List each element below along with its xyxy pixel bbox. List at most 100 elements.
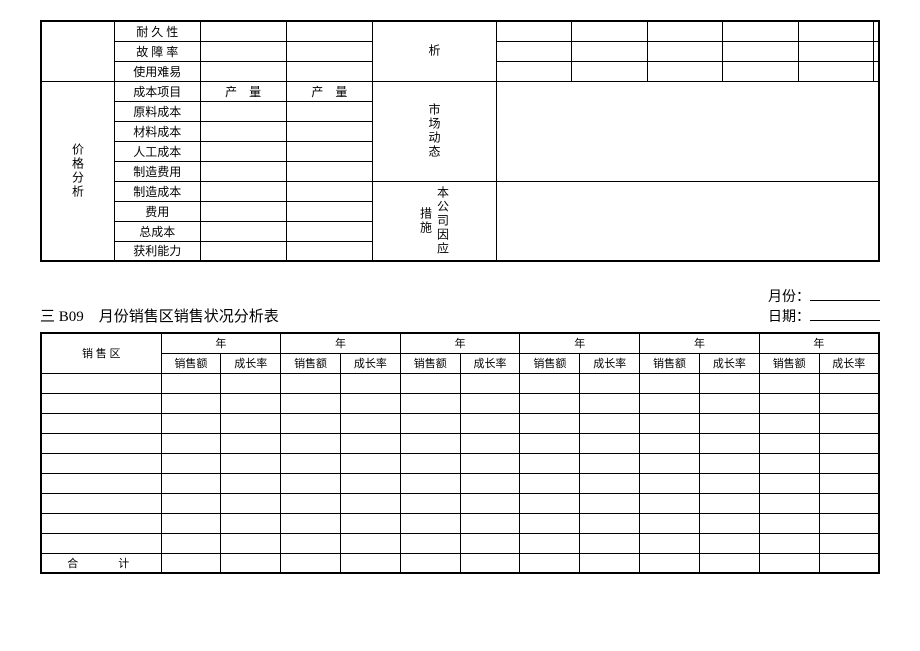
date-label: 日期： <box>768 310 810 325</box>
cell <box>340 413 400 433</box>
cell <box>286 221 372 241</box>
cell <box>580 473 640 493</box>
cell <box>221 373 281 393</box>
month-blank <box>810 287 880 301</box>
cell <box>200 21 286 41</box>
cell <box>460 393 520 413</box>
cell <box>819 453 879 473</box>
cell <box>520 373 580 393</box>
table-row <box>41 393 879 413</box>
sub-sales: 销售额 <box>520 353 580 373</box>
cell <box>723 21 798 41</box>
left-empty-side <box>41 21 115 81</box>
cell <box>819 413 879 433</box>
cell <box>580 393 640 413</box>
cell <box>580 413 640 433</box>
cell <box>200 101 286 121</box>
cell <box>819 533 879 553</box>
price-analysis-label: 价格分析 <box>41 81 115 261</box>
analysis-side-label: 析 <box>373 21 497 81</box>
cell <box>200 141 286 161</box>
market-trend-label: 市场动态 <box>373 81 497 181</box>
cell <box>200 181 286 201</box>
cell <box>221 513 281 533</box>
cell <box>580 373 640 393</box>
cell <box>400 513 460 533</box>
cell <box>497 21 572 41</box>
cell <box>520 413 580 433</box>
cell <box>759 413 819 433</box>
row-profit-ability: 获利能力 <box>115 241 201 261</box>
cell <box>460 553 520 573</box>
year-header-5: 年 <box>640 333 760 353</box>
table-row <box>41 433 879 453</box>
cell <box>520 513 580 533</box>
cell <box>400 433 460 453</box>
cell <box>460 473 520 493</box>
cell <box>286 121 372 141</box>
table-row <box>41 493 879 513</box>
section-title-text: 三 B09 月份销售区销售状况分析表 <box>40 305 279 326</box>
cell <box>819 513 879 533</box>
cell <box>340 433 400 453</box>
sales-region-table: 销 售 区 年 年 年 年 年 年 销售额成长率 销售额成长率 销售额成长率 销… <box>40 332 880 574</box>
cell <box>286 201 372 221</box>
cost-header-item: 成本项目 <box>115 81 201 101</box>
cell <box>520 393 580 413</box>
cell <box>819 393 879 413</box>
section-header: 三 B09 月份销售区销售状况分析表 月份： 日期： <box>40 286 880 326</box>
cell <box>400 493 460 513</box>
cell <box>400 453 460 473</box>
cell <box>41 533 161 553</box>
cell <box>286 161 372 181</box>
cell <box>200 121 286 141</box>
cell <box>572 61 647 81</box>
table-row <box>41 453 879 473</box>
cell <box>640 553 700 573</box>
cell <box>161 553 221 573</box>
cell <box>572 21 647 41</box>
sales-region-header: 销 售 区 <box>41 333 161 373</box>
cell <box>640 373 700 393</box>
cell <box>340 513 400 533</box>
cell <box>286 141 372 161</box>
cell <box>41 493 161 513</box>
cell <box>759 513 819 533</box>
row-durability: 耐 久 性 <box>115 21 201 41</box>
cell <box>41 453 161 473</box>
sub-sales: 销售额 <box>759 353 819 373</box>
cell <box>759 493 819 513</box>
row-manufacture-cost: 制造成本 <box>115 181 201 201</box>
cell <box>699 373 759 393</box>
cell <box>221 473 281 493</box>
cell <box>640 393 700 413</box>
cell <box>798 61 873 81</box>
cell <box>572 41 647 61</box>
cell <box>221 433 281 453</box>
year-header-6: 年 <box>759 333 879 353</box>
cell <box>640 513 700 533</box>
cell <box>400 533 460 553</box>
sub-sales: 销售额 <box>640 353 700 373</box>
sub-growth: 成长率 <box>699 353 759 373</box>
cell <box>221 533 281 553</box>
cell <box>699 553 759 573</box>
cell <box>400 473 460 493</box>
cell <box>200 241 286 261</box>
cell <box>723 61 798 81</box>
cell <box>460 433 520 453</box>
cell <box>161 373 221 393</box>
cell <box>798 41 873 61</box>
cell <box>460 373 520 393</box>
sub-growth: 成长率 <box>819 353 879 373</box>
cell <box>647 61 722 81</box>
cell <box>400 373 460 393</box>
cell <box>699 393 759 413</box>
cell <box>281 453 341 473</box>
cell <box>874 41 880 61</box>
cell <box>699 513 759 533</box>
cell <box>819 433 879 453</box>
table-row <box>41 373 879 393</box>
table-row <box>41 413 879 433</box>
sub-growth: 成长率 <box>221 353 281 373</box>
